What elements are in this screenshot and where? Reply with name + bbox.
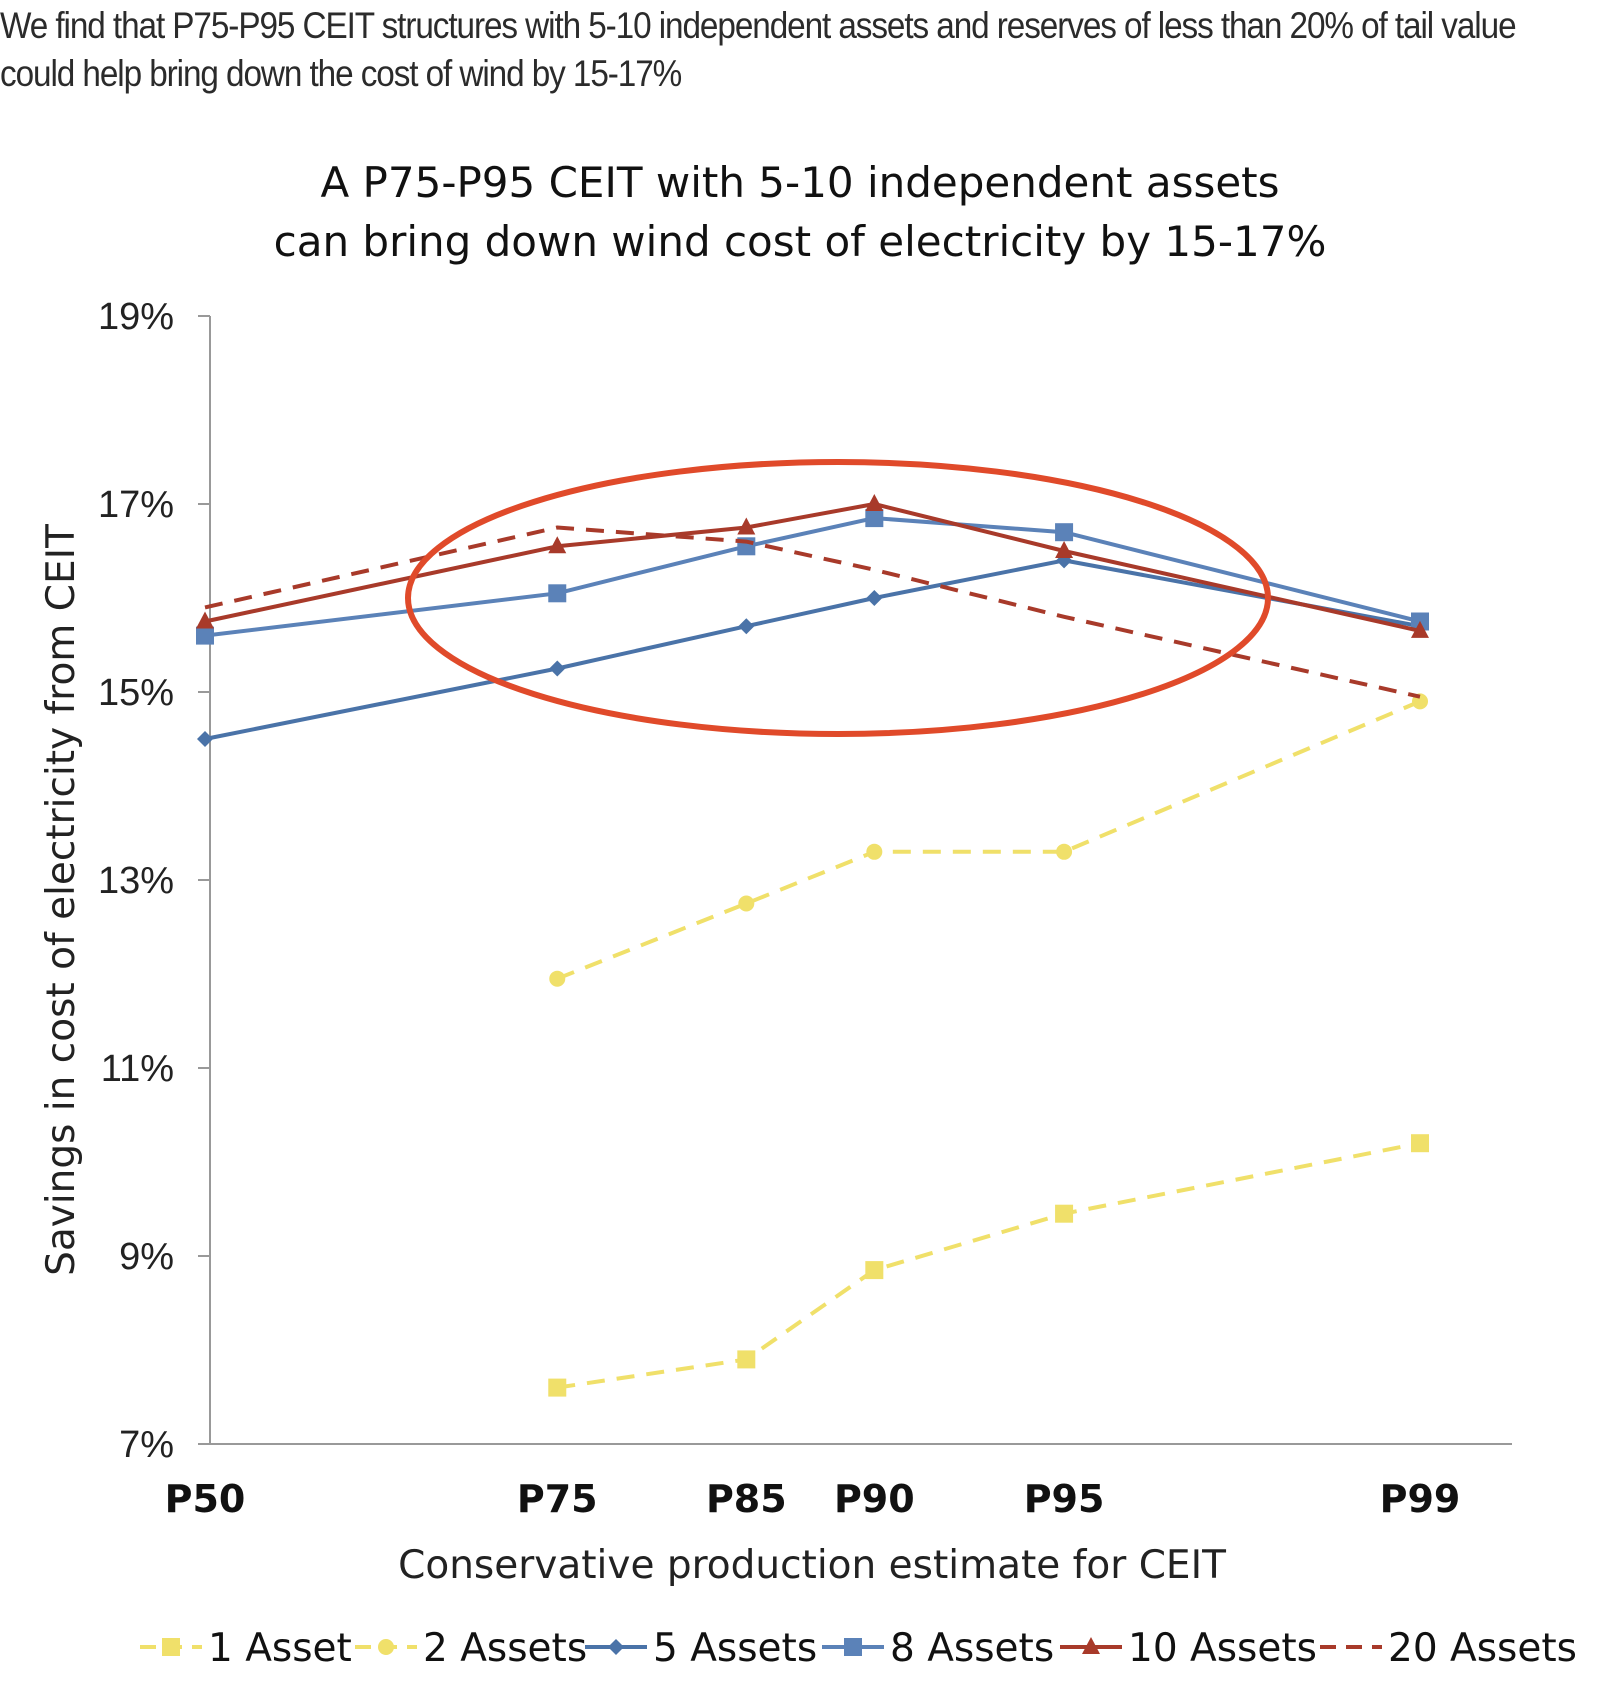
series-1-asset [548,1134,1429,1397]
headline: We find that P75-P95 CEIT structures wit… [0,2,1517,98]
data-point-1-asset [548,1378,567,1397]
data-point-5-assets [738,618,755,635]
series-2-assets [549,693,1428,987]
y-axis-label: Savings in cost of electricity from CEIT [39,524,84,1276]
legend-item-2-assets: 2 Assets [355,1626,587,1671]
data-point-1-asset [865,1261,884,1280]
y-tick-label: 7% [119,1424,174,1466]
data-point-1-asset [737,1350,756,1369]
data-point-1-asset [1411,1134,1429,1153]
highlight-layer [405,459,1271,737]
headline-line-1: We find that P75-P95 CEIT structures wit… [0,5,1517,46]
legend-label: 2 Assets [423,1626,587,1671]
y-tick-label: 19% [98,296,174,338]
data-point-5-assets [197,731,213,747]
chart-title-line-2: can bring down wind cost of electricity … [274,217,1327,266]
series-8-assets [196,509,1429,645]
data-point-2-assets [738,895,755,912]
data-point-8-assets [865,509,884,528]
series-layer [196,494,1429,1397]
chart-legend: 1 Asset 2 Assets 5 Assets 8 Assets 10 Assets… [140,1626,1577,1671]
x-tick-label: P75 [517,1477,598,1521]
data-point-8-assets [196,626,214,645]
chart-title: A P75-P95 CEIT with 5-10 independent ass… [274,158,1327,266]
chart-title-line-1: A P75-P95 CEIT with 5-10 independent ass… [320,158,1279,207]
series-5-assets [197,552,1428,747]
legend-label: 5 Assets [653,1626,817,1671]
series-line-2-assets [556,699,1421,981]
series-line-10-assets [204,502,1421,633]
data-point-8-assets [548,584,567,603]
legend-label: 10 Assets [1128,1626,1317,1671]
series-line-8-assets [204,516,1421,638]
legend-label: 1 Asset [208,1626,352,1671]
data-point-5-assets [866,590,883,606]
chart-axes [209,316,1512,1445]
data-point-10-assets [1055,541,1074,558]
data-point-2-assets [866,843,883,860]
legend-marker [378,1639,394,1655]
y-tick-label: 11% [101,1048,174,1090]
highlight-ellipse [405,459,1271,737]
x-tick-label: P90 [834,1477,915,1521]
data-point-10-assets [548,536,567,554]
data-point-5-assets [549,660,566,677]
legend-marker [608,1639,624,1655]
data-point-10-assets [196,611,214,629]
x-axis-ticks: P50 P75 P85 P90 P95 P99 [165,1477,1461,1521]
legend-marker [162,1638,180,1656]
y-tick-label: 9% [119,1236,174,1278]
x-tick-label: P99 [1380,1477,1461,1521]
legend-marker [1082,1637,1100,1654]
x-tick-label: P50 [165,1477,246,1521]
data-point-1-asset [1055,1204,1074,1223]
legend-label: 20 Assets [1388,1626,1577,1671]
legend-item-20-assets: 20 Assets [1320,1626,1577,1671]
data-point-10-assets [865,494,884,511]
x-tick-label: P95 [1024,1477,1105,1521]
x-axis-label: Conservative production estimate for CEI… [398,1543,1226,1588]
legend-label: 8 Assets [890,1626,1054,1671]
y-tick-label: 17% [98,484,174,526]
headline-line-2: could help bring down the cost of wind b… [0,53,682,94]
data-point-10-assets [737,517,756,535]
x-tick-label: P85 [706,1477,787,1521]
legend-item-8-assets: 8 Assets [822,1626,1054,1671]
legend-item-10-assets: 10 Assets [1060,1626,1317,1671]
series-line-1-asset [556,1141,1421,1390]
data-point-2-assets [549,970,566,987]
data-point-2-assets [1056,843,1073,860]
y-axis-ticks: 7% 9% 11% 13% 15% 17% 19% [98,296,210,1466]
legend-marker [844,1638,862,1656]
y-tick-label: 13% [98,860,174,902]
series-line-20-assets [204,525,1421,699]
series-10-assets [196,494,1429,638]
series-20-assets [204,525,1421,699]
y-tick-label: 15% [98,672,174,714]
legend-item-5-assets: 5 Assets [585,1626,817,1671]
data-point-8-assets [1055,523,1074,542]
data-point-10-assets [1411,620,1429,638]
legend-item-1-asset: 1 Asset [140,1626,352,1671]
